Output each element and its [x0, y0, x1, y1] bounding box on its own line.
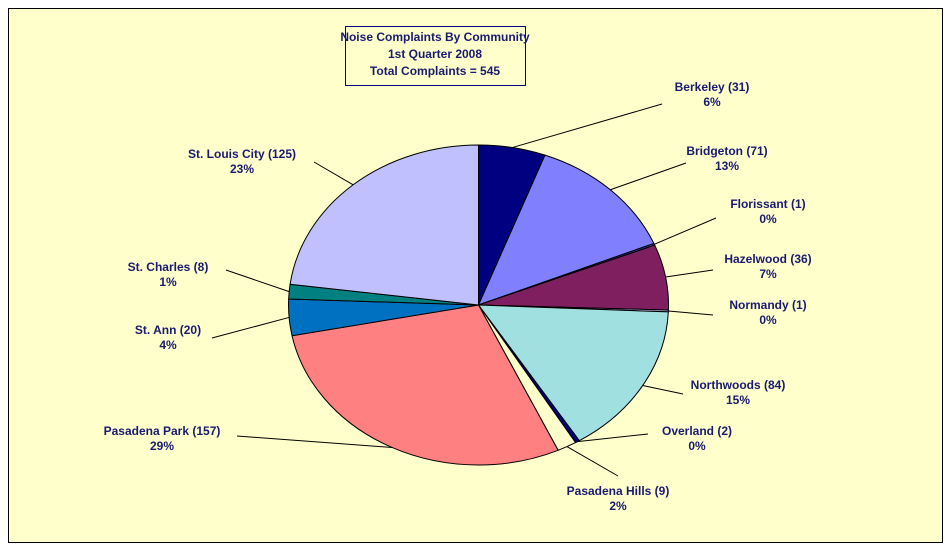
slice-percent: 13% — [715, 159, 739, 173]
title-box — [345, 26, 526, 86]
leader-line — [665, 269, 714, 278]
leader-line — [211, 316, 290, 339]
leader-line — [236, 435, 393, 448]
leader-line — [225, 269, 290, 293]
slice-percent: 2% — [609, 499, 627, 513]
slice-label: Bridgeton (71) — [686, 144, 767, 158]
slice-label: Berkeley (31) — [675, 80, 750, 94]
slice-percent: 7% — [759, 267, 777, 281]
chart-subtitle: 1st Quarter 2008 — [388, 47, 482, 61]
slice-percent: 29% — [150, 439, 174, 453]
slice-percent: 15% — [726, 393, 750, 407]
slice-label: Normandy (1) — [729, 298, 806, 312]
slice-label: Pasadena Hills (9) — [567, 484, 670, 498]
slice-label: St. Ann (20) — [135, 323, 201, 337]
slice-label: Florissant (1) — [730, 197, 805, 211]
slice-label: Hazelwood (36) — [724, 252, 811, 266]
chart-subtitle: Total Complaints = 545 — [370, 64, 500, 78]
chart-title: Noise Complaints By Community — [340, 30, 530, 44]
leader-line — [512, 103, 663, 149]
leader-line — [668, 310, 714, 316]
slice-percent: 4% — [159, 338, 177, 352]
leader-line — [577, 433, 649, 443]
slice-percent: 1% — [159, 275, 177, 289]
pie-slice — [477, 304, 669, 442]
slice-label: St. Charles (8) — [128, 260, 209, 274]
slice-label: Pasadena Park (157) — [104, 424, 221, 438]
leader-line — [566, 446, 619, 477]
slice-percent: 6% — [703, 95, 721, 109]
leader-line — [654, 217, 717, 245]
slice-label: Overland (2) — [662, 424, 732, 438]
leader-line — [610, 162, 687, 191]
leader-line — [642, 385, 684, 395]
slice-percent: 0% — [759, 212, 777, 226]
slice-percent: 0% — [759, 313, 777, 327]
leader-line — [313, 161, 354, 186]
slice-percent: 0% — [688, 439, 706, 453]
slice-label: Northwoods (84) — [691, 378, 786, 392]
pie-slice — [289, 144, 479, 306]
slice-label: St. Louis City (125) — [188, 147, 296, 161]
slice-percent: 23% — [230, 162, 254, 176]
